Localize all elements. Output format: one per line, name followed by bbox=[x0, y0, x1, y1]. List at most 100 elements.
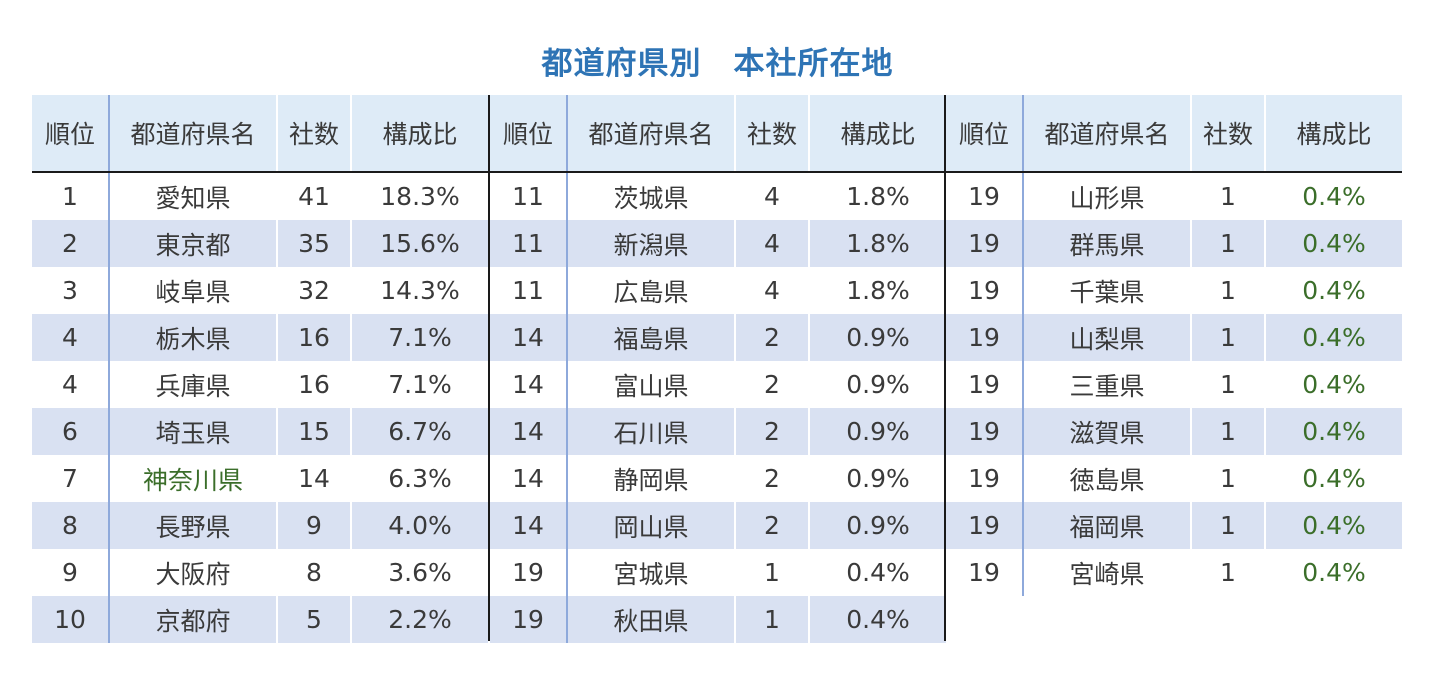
table-row: 19 山形県 1 0.4% bbox=[946, 173, 1402, 220]
rank-cell: 14 bbox=[490, 502, 568, 549]
rank-cell: 19 bbox=[946, 267, 1024, 314]
table-row: 3 岐阜県 32 14.3% bbox=[32, 267, 488, 314]
ratio-cell: 1.8% bbox=[846, 229, 910, 258]
header-prefecture: 都道府県名 bbox=[130, 120, 256, 149]
count-cell: 1 bbox=[1190, 220, 1266, 267]
rank-cell: 19 bbox=[946, 408, 1024, 455]
ratio-cell: 0.4% bbox=[1302, 558, 1366, 587]
prefecture-cell: 新潟県 bbox=[613, 230, 689, 260]
table-row: 11 茨城県 4 1.8% bbox=[490, 173, 946, 220]
ratio-cell: 0.4% bbox=[1302, 370, 1366, 399]
count-cell: 32 bbox=[276, 267, 352, 314]
prefecture-cell: 茨城県 bbox=[613, 183, 689, 213]
count-cell: 1 bbox=[1190, 408, 1266, 455]
prefecture-cell: 兵庫県 bbox=[155, 371, 231, 401]
count-cell: 5 bbox=[276, 596, 352, 643]
rank-cell: 19 bbox=[946, 549, 1024, 596]
header-prefecture: 都道府県名 bbox=[1044, 120, 1170, 149]
count-cell: 4 bbox=[734, 220, 810, 267]
count-cell: 2 bbox=[734, 314, 810, 361]
prefecture-cell: 石川県 bbox=[613, 418, 689, 448]
ratio-cell: 4.0% bbox=[388, 511, 452, 540]
prefecture-cell: 京都府 bbox=[155, 606, 231, 636]
table-row: 2 東京都 35 15.6% bbox=[32, 220, 488, 267]
rank-cell: 2 bbox=[32, 220, 110, 267]
ratio-cell: 0.4% bbox=[1302, 464, 1366, 493]
rank-cell: 14 bbox=[490, 361, 568, 408]
table-block-1: 順位 都道府県名 社数 構成比 1 愛知県 41 18.3% 2 東京都 35 15.6% 3 岐… bbox=[32, 95, 488, 643]
count-cell: 2 bbox=[734, 502, 810, 549]
prefecture-cell: 山形県 bbox=[1069, 183, 1145, 213]
prefecture-cell: 神奈川県 bbox=[142, 465, 243, 495]
header-ratio: 構成比 bbox=[1296, 120, 1372, 149]
table-block-2: 順位 都道府県名 社数 構成比 11 茨城県 4 1.8% 11 新潟県 4 1.8% 11 広島… bbox=[490, 95, 946, 643]
table-header: 順位 都道府県名 社数 構成比 bbox=[32, 95, 488, 173]
prefecture-cell: 群馬県 bbox=[1069, 230, 1145, 260]
header-count: 社数 bbox=[734, 95, 810, 171]
rank-cell: 11 bbox=[490, 173, 568, 220]
table-row: 11 広島県 4 1.8% bbox=[490, 267, 946, 314]
block-separator bbox=[488, 95, 490, 641]
prefecture-cell: 滋賀県 bbox=[1069, 418, 1145, 448]
count-cell: 4 bbox=[734, 173, 810, 220]
count-cell: 1 bbox=[1190, 549, 1266, 596]
table-row: 4 兵庫県 16 7.1% bbox=[32, 361, 488, 408]
header-count: 社数 bbox=[276, 95, 352, 171]
prefecture-cell: 福島県 bbox=[613, 324, 689, 354]
count-cell: 35 bbox=[276, 220, 352, 267]
rank-cell: 19 bbox=[946, 502, 1024, 549]
count-cell: 16 bbox=[276, 314, 352, 361]
table-row: 11 新潟県 4 1.8% bbox=[490, 220, 946, 267]
rank-cell: 8 bbox=[32, 502, 110, 549]
ratio-cell: 15.6% bbox=[380, 229, 460, 258]
table-row: 19 徳島県 1 0.4% bbox=[946, 455, 1402, 502]
count-cell: 16 bbox=[276, 361, 352, 408]
table-row: 9 大阪府 8 3.6% bbox=[32, 549, 488, 596]
table-row: 14 静岡県 2 0.9% bbox=[490, 455, 946, 502]
prefecture-cell: 広島県 bbox=[613, 277, 689, 307]
count-cell: 8 bbox=[276, 549, 352, 596]
table-row: 14 富山県 2 0.9% bbox=[490, 361, 946, 408]
count-cell: 14 bbox=[276, 455, 352, 502]
ratio-cell: 0.9% bbox=[846, 323, 910, 352]
prefecture-cell: 山梨県 bbox=[1069, 324, 1145, 354]
table-row: 19 秋田県 1 0.4% bbox=[490, 596, 946, 643]
header-prefecture: 都道府県名 bbox=[588, 120, 714, 149]
rank-cell: 19 bbox=[946, 361, 1024, 408]
rank-cell: 4 bbox=[32, 361, 110, 408]
table-header: 順位 都道府県名 社数 構成比 bbox=[490, 95, 946, 173]
rank-cell: 19 bbox=[946, 455, 1024, 502]
ratio-cell: 18.3% bbox=[380, 182, 460, 211]
table-row: 14 石川県 2 0.9% bbox=[490, 408, 946, 455]
table-row: 14 福島県 2 0.9% bbox=[490, 314, 946, 361]
table-row: 19 福岡県 1 0.4% bbox=[946, 502, 1402, 549]
header-rank: 順位 bbox=[32, 95, 110, 171]
prefecture-cell: 富山県 bbox=[613, 371, 689, 401]
rank-cell: 19 bbox=[946, 173, 1024, 220]
ratio-cell: 0.4% bbox=[1302, 417, 1366, 446]
ratio-cell: 0.4% bbox=[1302, 511, 1366, 540]
count-cell: 2 bbox=[734, 361, 810, 408]
table-row: 10 京都府 5 2.2% bbox=[32, 596, 488, 643]
ratio-cell: 0.9% bbox=[846, 464, 910, 493]
ratio-cell: 3.6% bbox=[388, 558, 452, 587]
rank-cell: 14 bbox=[490, 408, 568, 455]
table-row: 8 長野県 9 4.0% bbox=[32, 502, 488, 549]
ratio-cell: 0.9% bbox=[846, 370, 910, 399]
rank-cell: 10 bbox=[32, 596, 110, 643]
count-cell: 1 bbox=[1190, 314, 1266, 361]
table-row: 19 宮崎県 1 0.4% bbox=[946, 549, 1402, 596]
rank-cell: 4 bbox=[32, 314, 110, 361]
ratio-cell: 7.1% bbox=[388, 323, 452, 352]
prefecture-cell: 岐阜県 bbox=[155, 277, 231, 307]
prefecture-cell: 三重県 bbox=[1069, 371, 1145, 401]
count-cell: 15 bbox=[276, 408, 352, 455]
prefecture-cell: 大阪府 bbox=[155, 559, 231, 589]
count-cell: 1 bbox=[734, 596, 810, 643]
table-row: 14 岡山県 2 0.9% bbox=[490, 502, 946, 549]
rank-cell: 3 bbox=[32, 267, 110, 314]
table-header: 順位 都道府県名 社数 構成比 bbox=[946, 95, 1402, 173]
ratio-cell: 0.4% bbox=[1302, 229, 1366, 258]
prefecture-cell: 埼玉県 bbox=[155, 418, 231, 448]
header-ratio: 構成比 bbox=[840, 120, 916, 149]
